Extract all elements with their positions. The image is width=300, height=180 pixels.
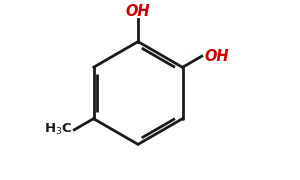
Text: OH: OH bbox=[204, 49, 229, 64]
Text: H$_3$C: H$_3$C bbox=[44, 122, 73, 137]
Text: OH: OH bbox=[126, 3, 150, 19]
